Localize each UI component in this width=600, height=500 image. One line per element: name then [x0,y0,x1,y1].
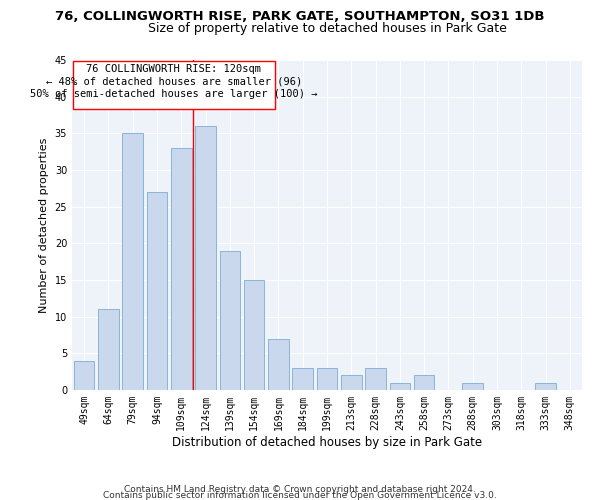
Bar [389,382,410,390]
Bar [122,134,143,390]
Bar [244,280,265,390]
Text: ← 48% of detached houses are smaller (96): ← 48% of detached houses are smaller (96… [46,76,302,86]
Bar [463,382,483,390]
Bar [341,376,362,390]
Text: 50% of semi-detached houses are larger (100) →: 50% of semi-detached houses are larger (… [30,90,318,100]
Bar [365,368,386,390]
Text: 76, COLLINGWORTH RISE, PARK GATE, SOUTHAMPTON, SO31 1DB: 76, COLLINGWORTH RISE, PARK GATE, SOUTHA… [55,10,545,23]
Title: Size of property relative to detached houses in Park Gate: Size of property relative to detached ho… [148,22,506,35]
Bar [74,360,94,390]
Text: Contains public sector information licensed under the Open Government Licence v3: Contains public sector information licen… [103,490,497,500]
Bar [292,368,313,390]
Text: 76 COLLINGWORTH RISE: 120sqm: 76 COLLINGWORTH RISE: 120sqm [86,64,262,74]
Bar [195,126,216,390]
Y-axis label: Number of detached properties: Number of detached properties [39,138,49,312]
Bar [220,250,240,390]
Bar [171,148,191,390]
Bar [268,338,289,390]
Bar [146,192,167,390]
FancyBboxPatch shape [73,62,275,109]
Bar [317,368,337,390]
Bar [535,382,556,390]
Bar [98,310,119,390]
Text: Contains HM Land Registry data © Crown copyright and database right 2024.: Contains HM Land Registry data © Crown c… [124,484,476,494]
X-axis label: Distribution of detached houses by size in Park Gate: Distribution of detached houses by size … [172,436,482,448]
Bar [414,376,434,390]
